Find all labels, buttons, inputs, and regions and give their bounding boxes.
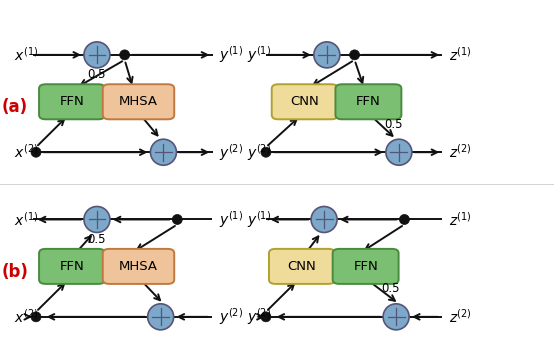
Text: FFN: FFN: [353, 260, 378, 273]
FancyBboxPatch shape: [272, 84, 338, 119]
Ellipse shape: [120, 50, 130, 60]
Text: 0.5: 0.5: [88, 233, 106, 246]
Text: $x^{(2)}$: $x^{(2)}$: [14, 308, 38, 326]
FancyBboxPatch shape: [103, 249, 174, 284]
Ellipse shape: [314, 42, 340, 68]
Ellipse shape: [148, 304, 173, 330]
Text: $y^{(1)}$: $y^{(1)}$: [219, 209, 243, 230]
Text: $x^{(1)}$: $x^{(1)}$: [14, 211, 38, 228]
Ellipse shape: [261, 147, 271, 157]
FancyBboxPatch shape: [336, 84, 401, 119]
Ellipse shape: [172, 215, 182, 224]
Text: MHSA: MHSA: [119, 95, 158, 108]
Ellipse shape: [311, 206, 337, 233]
Ellipse shape: [350, 50, 360, 60]
Text: CNN: CNN: [288, 260, 316, 273]
Text: (b): (b): [2, 263, 29, 281]
Ellipse shape: [386, 139, 412, 165]
Text: FFN: FFN: [60, 260, 84, 273]
Text: 0.5: 0.5: [384, 118, 402, 131]
Text: $x^{(1)}$: $x^{(1)}$: [14, 46, 38, 64]
Text: $y^{(2)}$: $y^{(2)}$: [219, 306, 243, 327]
Text: $z^{(2)}$: $z^{(2)}$: [449, 308, 471, 326]
Ellipse shape: [84, 42, 110, 68]
Ellipse shape: [399, 215, 409, 224]
Text: $z^{(2)}$: $z^{(2)}$: [449, 143, 471, 161]
Text: FFN: FFN: [60, 95, 84, 108]
Text: CNN: CNN: [290, 95, 319, 108]
Text: $x^{(2)}$: $x^{(2)}$: [14, 143, 38, 161]
FancyBboxPatch shape: [39, 249, 105, 284]
Text: $z^{(1)}$: $z^{(1)}$: [449, 211, 471, 228]
FancyBboxPatch shape: [269, 249, 335, 284]
FancyBboxPatch shape: [332, 249, 399, 284]
Ellipse shape: [84, 206, 110, 233]
Text: 0.5: 0.5: [88, 68, 106, 81]
Ellipse shape: [151, 139, 176, 165]
Text: $y^{(1)}$: $y^{(1)}$: [219, 44, 243, 65]
Text: 0.5: 0.5: [381, 282, 399, 295]
FancyBboxPatch shape: [39, 84, 105, 119]
FancyBboxPatch shape: [103, 84, 174, 119]
Ellipse shape: [383, 304, 409, 330]
Ellipse shape: [31, 312, 41, 322]
Text: $y^{(2)}$: $y^{(2)}$: [219, 142, 243, 163]
Text: $y^{(1)}$: $y^{(1)}$: [247, 44, 270, 65]
Text: (a): (a): [2, 98, 28, 116]
Text: $z^{(1)}$: $z^{(1)}$: [449, 46, 471, 64]
Ellipse shape: [31, 147, 41, 157]
Text: $y^{(2)}$: $y^{(2)}$: [247, 306, 270, 327]
Text: $y^{(1)}$: $y^{(1)}$: [247, 209, 270, 230]
Text: $y^{(2)}$: $y^{(2)}$: [247, 142, 270, 163]
Text: FFN: FFN: [356, 95, 381, 108]
Text: MHSA: MHSA: [119, 260, 158, 273]
Ellipse shape: [261, 312, 271, 322]
